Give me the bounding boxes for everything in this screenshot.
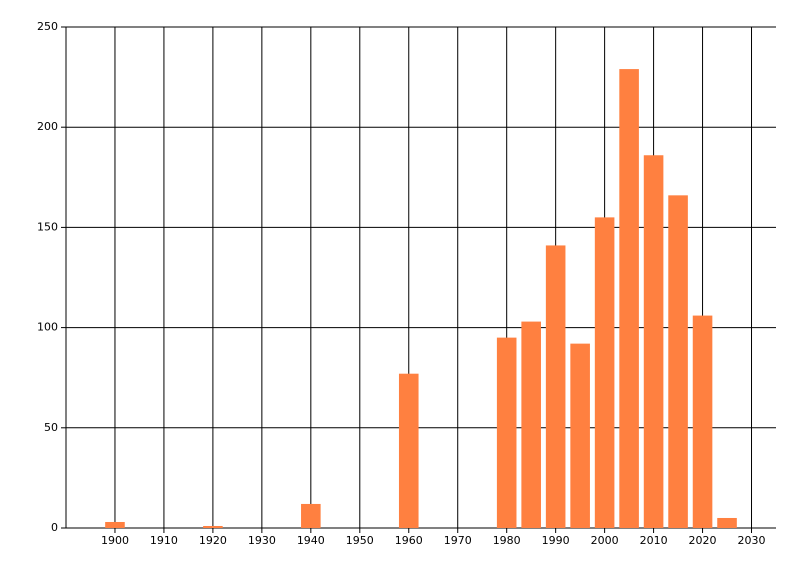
y-tick-label: 200 <box>37 120 58 133</box>
x-tick-label: 2030 <box>738 534 766 547</box>
x-tick-label: 2020 <box>689 534 717 547</box>
bar <box>668 195 688 528</box>
x-tick-label: 1970 <box>444 534 472 547</box>
bar <box>594 217 615 528</box>
bar <box>717 517 737 528</box>
bar <box>398 373 419 528</box>
x-tick-label: 2010 <box>640 534 668 547</box>
bar <box>301 503 321 528</box>
bar <box>692 315 713 528</box>
y-tick-label: 100 <box>37 321 58 334</box>
bar <box>496 337 517 528</box>
x-tick-label: 1930 <box>248 534 276 547</box>
x-tick-label: 1920 <box>199 534 227 547</box>
x-tick-label: 1960 <box>395 534 423 547</box>
bar <box>105 521 125 528</box>
x-tick-label: 2000 <box>591 534 619 547</box>
bar <box>545 245 566 528</box>
bar <box>570 343 590 528</box>
x-tick-label: 1910 <box>150 534 178 547</box>
x-tick-label: 1980 <box>493 534 521 547</box>
x-tick-label: 1900 <box>101 534 129 547</box>
y-tick-label: 50 <box>44 421 58 434</box>
bar <box>521 321 541 528</box>
y-tick-label: 0 <box>51 521 58 534</box>
y-tick-label: 250 <box>37 20 58 33</box>
x-tick-label: 1940 <box>297 534 325 547</box>
bar <box>643 155 664 529</box>
bar <box>203 525 223 528</box>
x-tick-label: 1950 <box>346 534 374 547</box>
y-tick-label: 150 <box>37 220 58 233</box>
x-tick-label: 1990 <box>542 534 570 547</box>
bar <box>619 69 639 529</box>
